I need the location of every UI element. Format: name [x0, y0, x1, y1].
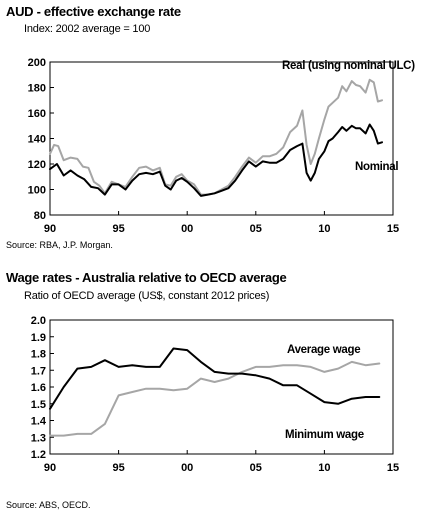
series-line-grey — [49, 78, 383, 196]
y-tick-label: 1.5 — [31, 399, 46, 411]
chart-panel-wage-rates: Wage rates - Australia relative to OECD … — [0, 257, 428, 514]
series-annotation: Average wage — [287, 344, 360, 356]
x-tick-label: 05 — [250, 462, 262, 474]
y-tick-label: 1.8 — [31, 349, 46, 361]
x-tick-label: 05 — [250, 223, 262, 235]
chart-panel-aud-exchange-rate: AUD - effective exchange rate Index: 200… — [6, 4, 416, 250]
x-tick-label: 10 — [318, 462, 330, 474]
y-tick-label: 200 — [28, 57, 46, 69]
series-annotation: Minimum wage — [285, 429, 364, 441]
y-tick-label: 1.6 — [31, 382, 46, 394]
y-tick-label: 140 — [28, 134, 46, 146]
chart-canvas-aud-exchange-rate: 80 100 120 140 160 180 200 90 95 00 05 10 15 Real (us… — [28, 57, 416, 235]
chart-canvas-wage-rates: 1.2 1.3 1.4 1.5 1.6 1.7 1.8 1.9 2.0 90 95 00 05 10 15 A… — [31, 315, 399, 474]
y-tick-label: 180 — [28, 83, 46, 95]
series-annotation: Nominal — [355, 161, 398, 173]
y-tick-label: 100 — [28, 185, 46, 197]
y-tick-label: 2.0 — [31, 315, 46, 327]
series-line-black — [49, 347, 381, 410]
y-tick-label: 1.7 — [31, 365, 46, 377]
y-tick-label: 120 — [28, 159, 46, 171]
x-tick-label: 95 — [112, 462, 124, 474]
y-tick-label: 1.9 — [31, 332, 46, 344]
chart-title: AUD - effective exchange rate — [6, 4, 181, 19]
x-tick-label: 10 — [318, 223, 330, 235]
y-tick-label: 160 — [28, 108, 46, 120]
chart-subtitle: Ratio of OECD average (US$, constant 201… — [24, 290, 270, 302]
y-tick-label: 1.4 — [31, 416, 47, 428]
x-tick-label: 15 — [387, 223, 399, 235]
series-annotation: Real (using nominal ULC) — [282, 60, 415, 72]
series-line-black — [49, 123, 383, 197]
y-tick-label: 80 — [34, 210, 46, 222]
y-tick-label: 1.3 — [31, 432, 46, 444]
chart-subtitle: Index: 2002 average = 100 — [24, 23, 151, 35]
x-tick-label: 90 — [44, 462, 56, 474]
x-tick-label: 15 — [387, 462, 399, 474]
series-line-grey — [49, 360, 381, 437]
x-tick-label: 90 — [44, 223, 56, 235]
y-tick-label: 1.2 — [31, 449, 46, 461]
x-tick-label: 00 — [181, 223, 193, 235]
x-tick-label: 00 — [181, 462, 193, 474]
x-tick-label: 95 — [112, 223, 124, 235]
chart-source: Source: ABS, OECD. — [6, 500, 91, 510]
chart-title: Wage rates - Australia relative to OECD … — [6, 270, 287, 285]
chart-source: Source: RBA, J.P. Morgan. — [6, 240, 113, 250]
